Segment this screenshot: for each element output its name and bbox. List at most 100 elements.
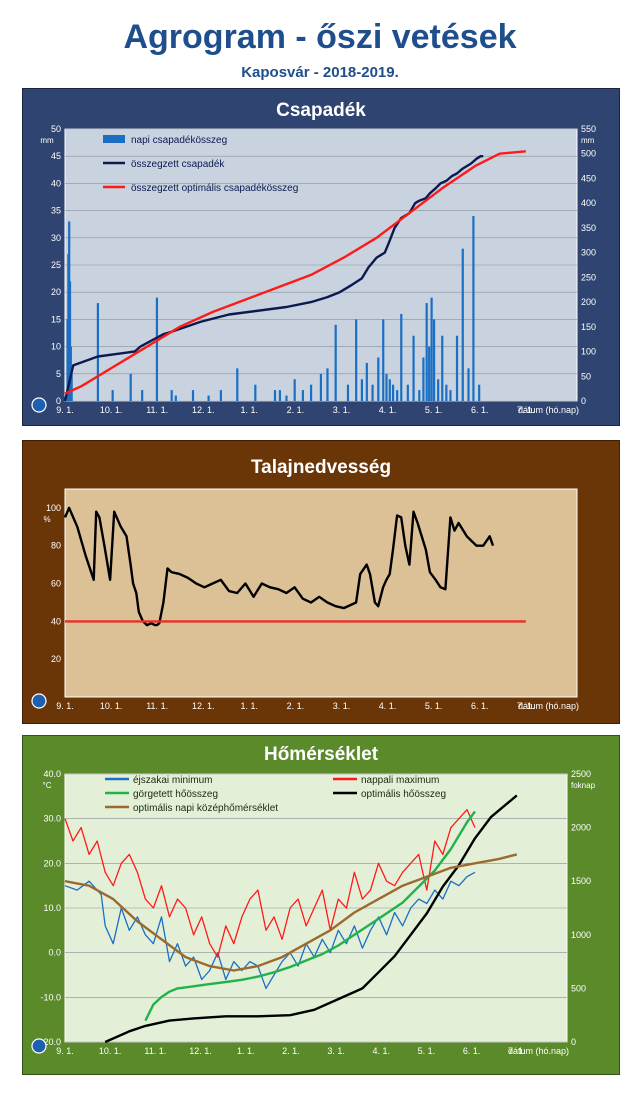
y-tick-label: 20 (51, 654, 61, 664)
x-tick-label: 11. 1. (146, 701, 168, 711)
y2-tick-label: 500 (571, 983, 586, 993)
precip-bar (360, 379, 364, 401)
x-tick-label: 1. 1. (241, 701, 259, 711)
series-line (144, 810, 476, 1022)
y-tick-label: -10.0 (40, 992, 61, 1002)
precip-bar (478, 384, 481, 401)
precip-bar (96, 303, 99, 401)
y-tick-label: 40 (51, 616, 61, 626)
series-line (64, 150, 526, 395)
page-title: Agrogram - őszi vetések (123, 18, 517, 56)
y-tick-label: 20 (51, 287, 61, 297)
precipitation-panel: Csapadék 0 5 10 15 20 25 30 35 40 45 50 mm 0 50 100 150 2… (22, 88, 620, 426)
panel-title: Talajnedvesség (251, 457, 391, 478)
x-tick-label: 5. 1. (425, 405, 443, 415)
y2-tick-label: 2000 (571, 823, 591, 833)
series-line (64, 809, 476, 958)
y2-tick-label: 200 (581, 297, 596, 307)
x-tick-label: 1. 1. (241, 405, 259, 415)
precip-bar (396, 390, 399, 401)
precip-bar (254, 384, 257, 401)
precip-bar (334, 324, 337, 401)
y-tick-label: -20.0 (40, 1037, 61, 1047)
x-tick-label: 5. 1. (425, 701, 443, 711)
precip-bar (293, 379, 296, 401)
precip-bar (278, 390, 282, 401)
y2-tick-label: 350 (581, 223, 596, 233)
legend-swatch (103, 135, 125, 143)
y-tick-label: 80 (51, 541, 61, 551)
y-tick-label: 0 (56, 396, 61, 406)
y-axis-label: % (43, 515, 50, 524)
x-tick-label: 9. 1. (56, 405, 74, 415)
y2-tick-label: 150 (581, 322, 596, 332)
precip-bar (382, 319, 385, 401)
precip-bar (111, 390, 114, 401)
temperature-chart: Hőmérséklet -20.0 -10.0 0.0 10.0 20.0 30.0 40.0… (31, 744, 596, 1056)
precip-bar (273, 390, 277, 401)
y-tick-label: 45 (51, 151, 61, 161)
y2-tick-label: 500 (581, 149, 596, 159)
precip-bar (406, 384, 409, 401)
x-tick-label: 9. 1. (56, 701, 74, 711)
precip-bar (472, 216, 475, 401)
logo-icon (31, 1038, 47, 1054)
y-tick-label: 10 (51, 342, 61, 352)
x-tick-label: 1. 1. (237, 1046, 255, 1056)
x-tick-label: 6. 1. (471, 701, 489, 711)
x-tick-label: 11. 1. (146, 405, 168, 415)
precip-bar (129, 373, 132, 401)
series-line (104, 794, 518, 1044)
precip-bar (430, 297, 433, 401)
x-tick-label: 5. 1. (418, 1046, 436, 1056)
x-tick-label: 12. 1. (189, 1046, 212, 1056)
precip-bar (461, 248, 464, 401)
y-tick-label: 60 (51, 579, 61, 589)
x-tick-label: 10. 1. (100, 701, 123, 711)
y2-tick-label: 0 (581, 396, 586, 406)
x-tick-label: 12. 1. (192, 405, 215, 415)
y-tick-label: 20.0 (43, 858, 61, 868)
precip-bar (141, 390, 144, 401)
y-tick-label: 5 (56, 369, 61, 379)
legend-label: napi csapadékösszeg (131, 135, 227, 146)
x-tick-label: 4. 1. (373, 1046, 391, 1056)
x-tick-label: 4. 1. (379, 405, 397, 415)
precip-bar (412, 335, 415, 401)
y-tick-label: 0.0 (48, 948, 61, 958)
precip-bar (301, 390, 304, 401)
precip-bar (309, 384, 313, 401)
legend-label: görgetett hőösszeg (133, 789, 218, 800)
y2-tick-label: 450 (581, 173, 596, 183)
precip-bar (432, 319, 436, 401)
y-tick-label: 30.0 (43, 814, 61, 824)
y2-tick-label: 1000 (571, 930, 591, 940)
precip-bar (207, 395, 210, 401)
precip-bar (70, 373, 73, 401)
legend-label: optimális napi középhőmérséklet (133, 803, 278, 814)
x-tick-label: 7. 1. (517, 701, 535, 711)
x-axis-label: dátum (hó.nap) (518, 701, 579, 711)
precip-bar (326, 368, 329, 401)
x-tick-label: 7. 1. (508, 1046, 526, 1056)
y-axis-label: °C (43, 781, 52, 790)
precip-bar (418, 390, 421, 401)
series-line (63, 506, 495, 627)
panel-title: Csapadék (276, 100, 366, 121)
x-tick-label: 2. 1. (282, 1046, 300, 1056)
x-tick-label: 2. 1. (287, 701, 305, 711)
y-tick-label: 30 (51, 233, 61, 243)
page-subtitle: Kaposvár - 2018-2019. (241, 64, 399, 81)
precip-bar (445, 384, 448, 401)
soil-moisture-chart: Talajnedvesség 20 40 60 80 100% 9. 1. 10. 1. 11.… (31, 457, 579, 711)
precip-bar (174, 395, 177, 401)
soil-moisture-panel: Talajnedvesség 20 40 60 80 100% 9. 1. 10. 1. 11.… (22, 440, 620, 724)
x-tick-label: 3. 1. (333, 701, 351, 711)
legend-label: összegzett optimális csapadékösszeg (131, 183, 298, 194)
y2-tick-label: 300 (581, 248, 596, 258)
x-tick-label: 2. 1. (287, 405, 305, 415)
y2-tick-label: 550 (581, 124, 596, 134)
legend-label: nappali maximum (361, 775, 439, 786)
legend-label: optimális hőösszeg (361, 789, 446, 800)
precip-bar (219, 390, 222, 401)
